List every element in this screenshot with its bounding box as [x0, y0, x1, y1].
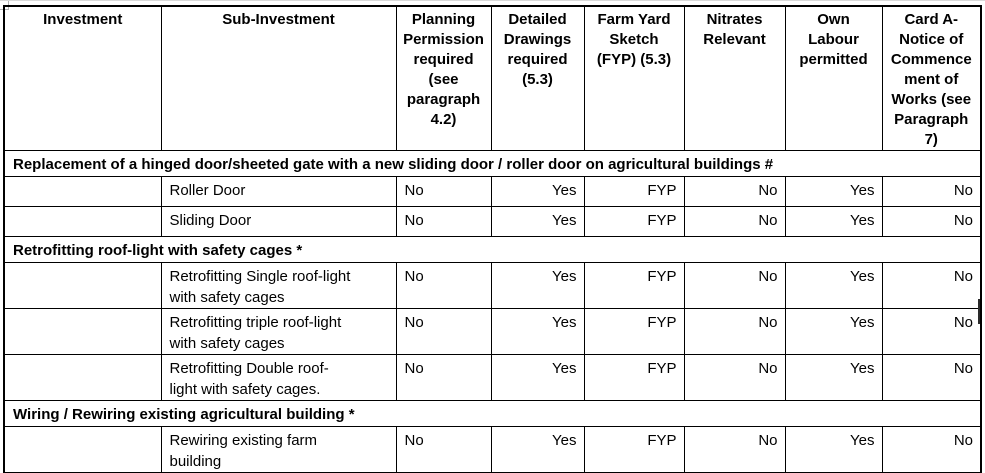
cell-card_a: No [881, 425, 982, 473]
cell-sub_investment: Roller Door [160, 175, 397, 207]
cell-drawings: Yes [490, 205, 585, 237]
table-row: Retrofitting triple roof-light with safe… [3, 307, 982, 355]
cell-planning: No [395, 307, 492, 355]
cell-drawings: Yes [490, 175, 585, 207]
column-header-sub_investment: Sub-Investment [160, 5, 397, 151]
table-row: Retrofitting Double roof- light with saf… [3, 353, 982, 401]
cell-fyp: FYP [583, 205, 685, 237]
cell-nitrates: No [683, 261, 786, 309]
cell-card_a: No [881, 205, 982, 237]
header-row: Investment Sub-Investment Planning Permiss… [3, 5, 982, 151]
section-title: Retrofitting roof-light with safety cage… [3, 235, 982, 263]
text-cursor-artifact [978, 299, 980, 324]
cell-labour: Yes [784, 307, 883, 355]
cell-drawings: Yes [490, 261, 585, 309]
cell-labour: Yes [784, 425, 883, 473]
section-header-row: Wiring / Rewiring existing agricultural … [3, 399, 982, 427]
cell-nitrates: No [683, 307, 786, 355]
cell-investment [3, 261, 162, 309]
cell-sub_investment: Retrofitting triple roof-light with safe… [160, 307, 397, 355]
scan-edge-line [0, 0, 985, 1]
column-header-nitrates: Nitrates Relevant [683, 5, 786, 151]
column-header-planning: Planning Permission required (see paragr… [395, 5, 492, 151]
cell-sub_investment: Rewiring existing farm building [160, 425, 397, 473]
cell-investment [3, 307, 162, 355]
cell-card_a: No [881, 175, 982, 207]
section-header-row: Retrofitting roof-light with safety cage… [3, 235, 982, 263]
cell-card_a: No [881, 261, 982, 309]
cell-sub_investment: Retrofitting Double roof- light with saf… [160, 353, 397, 401]
section-title: Replacement of a hinged door/sheeted gat… [3, 149, 982, 177]
cell-investment [3, 205, 162, 237]
cell-fyp: FYP [583, 425, 685, 473]
cell-fyp: FYP [583, 261, 685, 309]
cell-labour: Yes [784, 261, 883, 309]
cell-nitrates: No [683, 205, 786, 237]
cell-labour: Yes [784, 205, 883, 237]
table-row: Sliding Door No Yes FYP No Yes No [3, 205, 982, 237]
column-header-investment: Investment [3, 5, 162, 151]
cell-planning: No [395, 261, 492, 309]
cell-nitrates: No [683, 353, 786, 401]
cell-planning: No [395, 353, 492, 401]
cell-investment [3, 353, 162, 401]
cell-investment [3, 175, 162, 207]
table-row: Roller Door No Yes FYP No Yes No [3, 175, 982, 207]
cell-card_a: No [881, 353, 982, 401]
table-row: Retrofitting Single roof-light with safe… [3, 261, 982, 309]
table-row: Rewiring existing farm building No Yes FYP N… [3, 425, 982, 473]
column-header-labour: Own Labour permitted [784, 5, 883, 151]
cell-planning: No [395, 425, 492, 473]
cell-drawings: Yes [490, 353, 585, 401]
cell-planning: No [395, 205, 492, 237]
cell-drawings: Yes [490, 307, 585, 355]
section-title: Wiring / Rewiring existing agricultural … [3, 399, 982, 427]
cell-sub_investment: Retrofitting Single roof-light with safe… [160, 261, 397, 309]
cell-planning: No [395, 175, 492, 207]
cell-fyp: FYP [583, 307, 685, 355]
column-header-card_a: Card A- Notice of Commence ment of Works… [881, 5, 982, 151]
column-header-fyp: Farm Yard Sketch (FYP) (5.3) [583, 5, 685, 151]
cell-labour: Yes [784, 175, 883, 207]
investment-requirements-table: Investment Sub-Investment Planning Permiss… [3, 5, 982, 473]
cell-nitrates: No [683, 175, 786, 207]
cell-labour: Yes [784, 353, 883, 401]
cell-drawings: Yes [490, 425, 585, 473]
cell-card_a: No [881, 307, 982, 355]
column-header-drawings: Detailed Drawings required (5.3) [490, 5, 585, 151]
cell-fyp: FYP [583, 353, 685, 401]
cell-nitrates: No [683, 425, 786, 473]
cell-investment [3, 425, 162, 473]
cell-sub_investment: Sliding Door [160, 205, 397, 237]
cell-fyp: FYP [583, 175, 685, 207]
section-header-row: Replacement of a hinged door/sheeted gat… [3, 149, 982, 177]
